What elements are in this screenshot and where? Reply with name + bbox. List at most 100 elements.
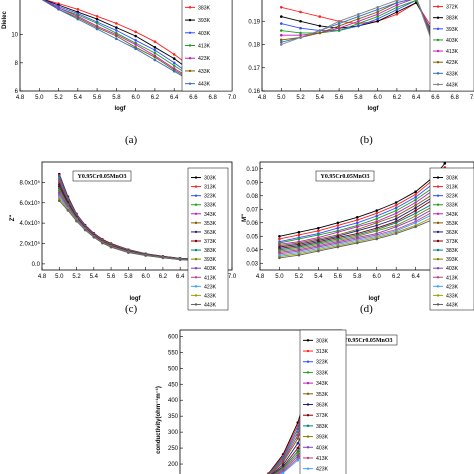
x-tick-label: 6.2 (159, 274, 168, 280)
legend-marker (436, 285, 440, 288)
legend-marker (436, 16, 440, 19)
data-point (376, 8, 379, 11)
series-line-403K (279, 200, 446, 253)
legend-marker (306, 403, 310, 406)
series-line-383K (279, 194, 446, 251)
legend-marker (436, 5, 440, 8)
data-point (57, 193, 61, 196)
legend-marker (436, 203, 440, 206)
x-tick-label: 5.2 (54, 95, 63, 101)
x-tick-label: 6.4 (176, 274, 185, 280)
x-tick-label: 5.6 (107, 274, 116, 280)
data-point (172, 57, 176, 60)
legend-marker (436, 276, 440, 279)
x-tick-label: 5.6 (93, 95, 102, 101)
series-group (279, 0, 447, 83)
x-tick-label: 5.6 (335, 95, 344, 101)
legend-marker (194, 239, 198, 243)
series-line-423K (281, 0, 446, 78)
data-point (318, 15, 322, 18)
data-point (375, 217, 379, 220)
data-point (395, 10, 399, 14)
chart-panel-1: 4.8 5.0 5.2 5.4 5.6 5.8 6.0 6.2 6.4 6.6 6.8 7.0 0.16… (248, 0, 474, 112)
legend-label: 303K (204, 176, 217, 182)
data-point (297, 230, 301, 234)
data-point (278, 234, 281, 238)
data-point (279, 6, 283, 9)
y-tick-label: 0.06 (246, 221, 258, 227)
data-point (115, 37, 118, 41)
legend-label: 383K (198, 5, 211, 11)
data-point (394, 203, 398, 207)
legend-marker (194, 221, 198, 225)
data-point (153, 46, 157, 49)
legend-label: 393K (198, 18, 211, 24)
legend-label: 373K (204, 239, 217, 245)
data-point (317, 229, 320, 233)
legend-marker (306, 349, 310, 353)
data-point (355, 221, 359, 225)
legend-label: 443K (204, 302, 217, 308)
legend-label: 303K (316, 338, 329, 344)
data-point (317, 233, 320, 237)
legend-marker (194, 303, 198, 306)
legend-marker (306, 456, 310, 460)
data-point (414, 214, 417, 218)
data-point (395, 0, 399, 2)
legend-marker (194, 257, 198, 261)
legend-marker (194, 276, 198, 279)
title-box (72, 170, 132, 182)
data-point (172, 69, 176, 73)
data-point (357, 22, 360, 25)
series-line-363K (58, 184, 207, 261)
x-tick-label: 5.2 (72, 274, 81, 280)
legend-marker (194, 230, 198, 234)
legend-marker (436, 27, 440, 31)
data-point (279, 43, 283, 46)
legend-marker (436, 267, 440, 270)
y-tick-label: 600 (168, 334, 179, 340)
data-point (375, 237, 379, 241)
series-line-333K (58, 178, 207, 261)
series-group (57, 172, 208, 263)
caption-d: (d) (360, 303, 373, 315)
series-line-443K (41, 0, 204, 90)
legend-label: 423K (446, 284, 459, 290)
data-point (115, 22, 118, 25)
series-line-313K (58, 175, 207, 261)
x-tick-label: 6.2 (393, 95, 402, 101)
x-axis-label: logf (369, 296, 381, 302)
chart-panel-2: 4.85.05.25.45.65.86.06.26.46.66.87.00.02… (10, 161, 237, 311)
x-tick-label: 7.0 (228, 95, 237, 101)
y-tick-label: 0.19 (248, 19, 260, 25)
legend-label: 313K (446, 185, 459, 191)
x-tick-label: 6.6 (189, 95, 198, 101)
legend-label: 353K (446, 221, 459, 227)
x-tick-label: 6.2 (392, 274, 401, 280)
series-line-363K (279, 187, 446, 248)
data-point (375, 209, 379, 212)
data-point (337, 26, 341, 30)
legend-label: 413K (316, 456, 329, 462)
data-point (279, 29, 283, 32)
data-point (57, 185, 61, 188)
legend-label: 403K (204, 266, 217, 272)
legend-label: 443K (446, 302, 459, 308)
data-point (395, 3, 399, 7)
series-line-423K (42, 0, 204, 89)
legend-label: 443K (198, 82, 211, 88)
data-point (296, 441, 300, 445)
series-line-343K (279, 179, 446, 245)
data-point (336, 224, 340, 227)
legend-marker (436, 248, 440, 252)
data-point (394, 232, 398, 235)
data-point (134, 47, 137, 51)
legend-label: 403K (198, 31, 211, 37)
data-point (395, 1, 399, 4)
data-point (57, 195, 61, 198)
data-point (394, 225, 398, 229)
y-tick-label: 0.0 (32, 262, 41, 268)
chart-panel-0: 4.8 5.0 5.2 5.4 5.6 5.8 6.0 6.2 6.4 6.6 6.8 7.0 6 8 10… (2, 0, 237, 112)
data-point (357, 24, 360, 28)
data-point (336, 230, 340, 234)
